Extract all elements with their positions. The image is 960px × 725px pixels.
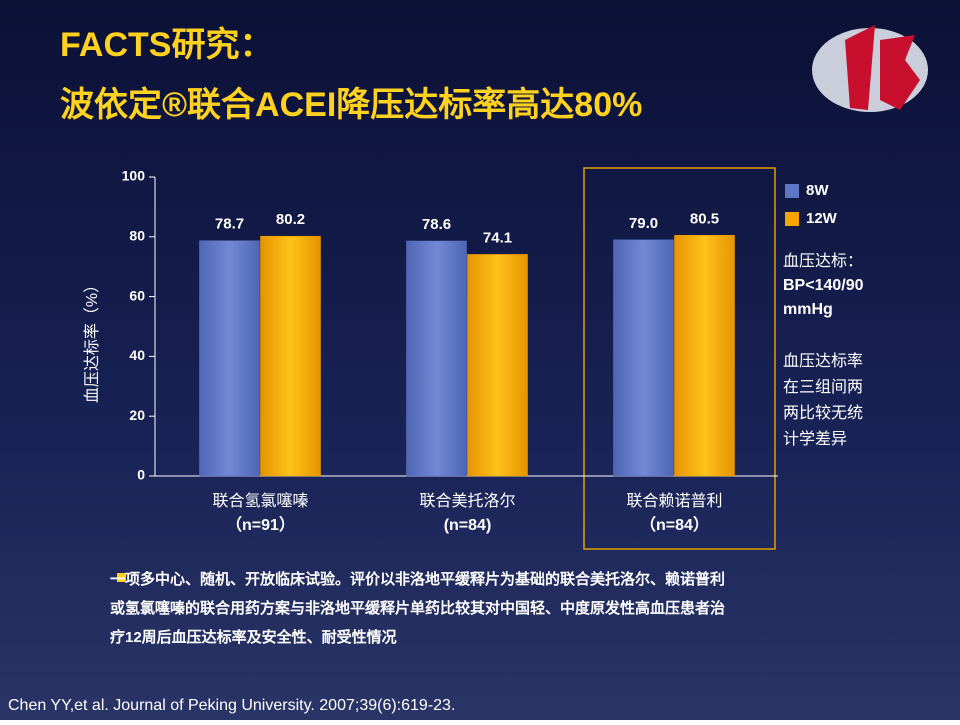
x-tick-note: （n=91） [226, 516, 295, 534]
bar [674, 235, 735, 477]
y-tick-label: 0 [137, 467, 145, 483]
x-tick-note: (n=84) [444, 517, 492, 534]
legend-label: 8W [806, 182, 829, 199]
note: 血压达标： [783, 252, 863, 270]
bar [406, 240, 467, 477]
y-tick-label: 40 [129, 347, 145, 363]
x-tick-label: 联合赖诺普利 [626, 492, 722, 510]
title: FACTS研究： [60, 26, 273, 64]
y-tick-label: 100 [122, 168, 146, 184]
note: 在三组间两 [783, 378, 863, 396]
legend-swatch [785, 212, 799, 226]
bullet-text: 疗12周后血压达标率及安全性、耐受性情况 [110, 628, 397, 646]
highlight-box [583, 167, 776, 550]
bar [613, 239, 674, 477]
x-tick-label: 联合美托洛尔 [419, 492, 515, 510]
bullet-text: 或氢氯噻嗪的联合用药方案与非洛地平缓释片单药比较其对中国轻、中度原发性高血压患者… [110, 599, 725, 617]
note: 计学差异 [783, 430, 847, 448]
y-tick-label: 80 [129, 228, 145, 244]
value-label: 80.5 [690, 210, 719, 227]
note: 血压达标率 [783, 352, 863, 370]
value-label: 80.2 [276, 211, 305, 228]
y-tick-label: 20 [129, 407, 145, 423]
bar [199, 240, 260, 477]
legend-label: 12W [806, 210, 838, 227]
citation: Chen YY,et al. Journal of Peking Univers… [8, 697, 455, 714]
legend-swatch [785, 184, 799, 198]
title: 波依定®联合ACEI降压达标率高达80% [60, 86, 642, 124]
y-axis-title: 血压达标率（%） [83, 277, 101, 403]
note: mmHg [783, 301, 833, 318]
value-label: 79.0 [629, 215, 658, 232]
bullet-text: 一项多中心、随机、开放临床试验。评价以非洛地平缓释片为基础的联合美托洛尔、赖诺普… [110, 570, 725, 588]
logo [812, 25, 928, 112]
value-label: 78.6 [422, 216, 451, 233]
value-label: 78.7 [215, 216, 244, 233]
note: 两比较无统 [783, 404, 863, 422]
bar [467, 254, 528, 477]
bar [260, 235, 321, 477]
value-label: 74.1 [483, 229, 512, 246]
chart: 0 20 40 60 80 100 联合氢氯噻嗪 （n=91） 78.7 80.2 联合美托洛尔 (n… [122, 167, 838, 550]
x-tick-note: （n=84） [640, 516, 709, 534]
bullet-marker [117, 573, 126, 582]
y-tick-label: 60 [129, 287, 145, 303]
x-tick-label: 联合氢氯噻嗪 [212, 491, 308, 510]
note: BP<140/90 [783, 277, 864, 294]
